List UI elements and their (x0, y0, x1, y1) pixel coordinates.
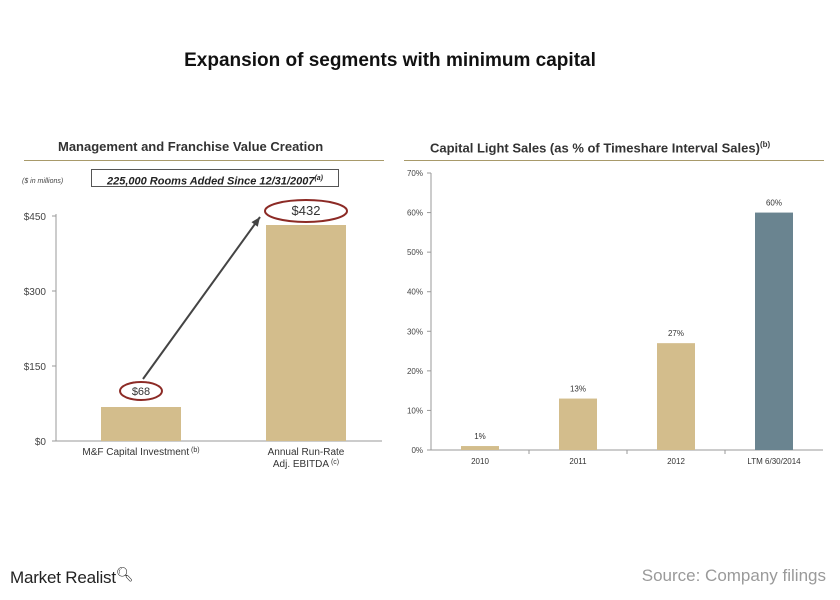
left-data-label: $432 (292, 203, 321, 218)
right-data-label: 1% (474, 432, 486, 441)
left-bar (266, 225, 346, 441)
growth-arrow (142, 216, 261, 380)
right-x-tick-label: 2011 (569, 457, 587, 466)
right-x-tick-label: 2010 (471, 457, 489, 466)
right-y-tick-label: 0% (411, 446, 423, 455)
right-y-tick-label: 70% (407, 169, 423, 178)
source-note: Source: Company filings (641, 566, 826, 585)
left-data-label: $68 (132, 386, 150, 398)
market-realist-logo: Market Realist🔍︎ (10, 566, 134, 587)
growth-arrow-head (251, 217, 260, 227)
right-bar (755, 212, 793, 450)
right-y-tick-label: 50% (407, 248, 423, 257)
magnifier-icon: 🔍︎ (115, 566, 134, 582)
right-data-label: 60% (766, 199, 782, 208)
left-value-circle (119, 381, 163, 401)
right-y-tick-label: 60% (407, 209, 423, 218)
left-y-tick-label: $150 (24, 362, 47, 373)
right-y-tick-label: 40% (407, 288, 423, 297)
page-title: Expansion of segments with minimum capit… (184, 50, 596, 71)
left-y-tick-label: $450 (24, 212, 47, 223)
left-chart-title: Management and Franchise Value Creation (58, 139, 324, 154)
left-value-circle (264, 199, 348, 223)
right-bar (657, 343, 695, 450)
right-bar (559, 398, 597, 450)
right-x-tick-label: 2012 (667, 457, 685, 466)
right-data-label: 27% (668, 329, 684, 338)
left-y-tick-label: $0 (35, 437, 47, 448)
rooms-added-callout: 225,000 Rooms Added Since 12/31/2007(a) (91, 169, 339, 188)
left-title-rule (24, 160, 384, 161)
right-y-tick-label: 30% (407, 327, 423, 336)
right-chart-title: Capital Light Sales (as % of Timeshare I… (430, 140, 771, 156)
left-bar (101, 407, 181, 441)
right-bar (461, 446, 499, 450)
left-x-tick-label: Annual Run-Rate (268, 447, 345, 458)
right-data-label: 13% (570, 385, 586, 394)
left-y-tick-label: $300 (24, 287, 47, 298)
right-title-rule (404, 160, 824, 161)
right-y-tick-label: 20% (407, 367, 423, 376)
right-x-tick-label: LTM 6/30/2014 (747, 457, 801, 466)
left-x-tick-label: Adj. EBITDA (c) (273, 459, 339, 470)
left-x-tick-label: M&F Capital Investment (b) (82, 447, 199, 458)
unit-note: ($ in millions) (22, 178, 64, 185)
right-y-tick-label: 10% (407, 406, 423, 415)
